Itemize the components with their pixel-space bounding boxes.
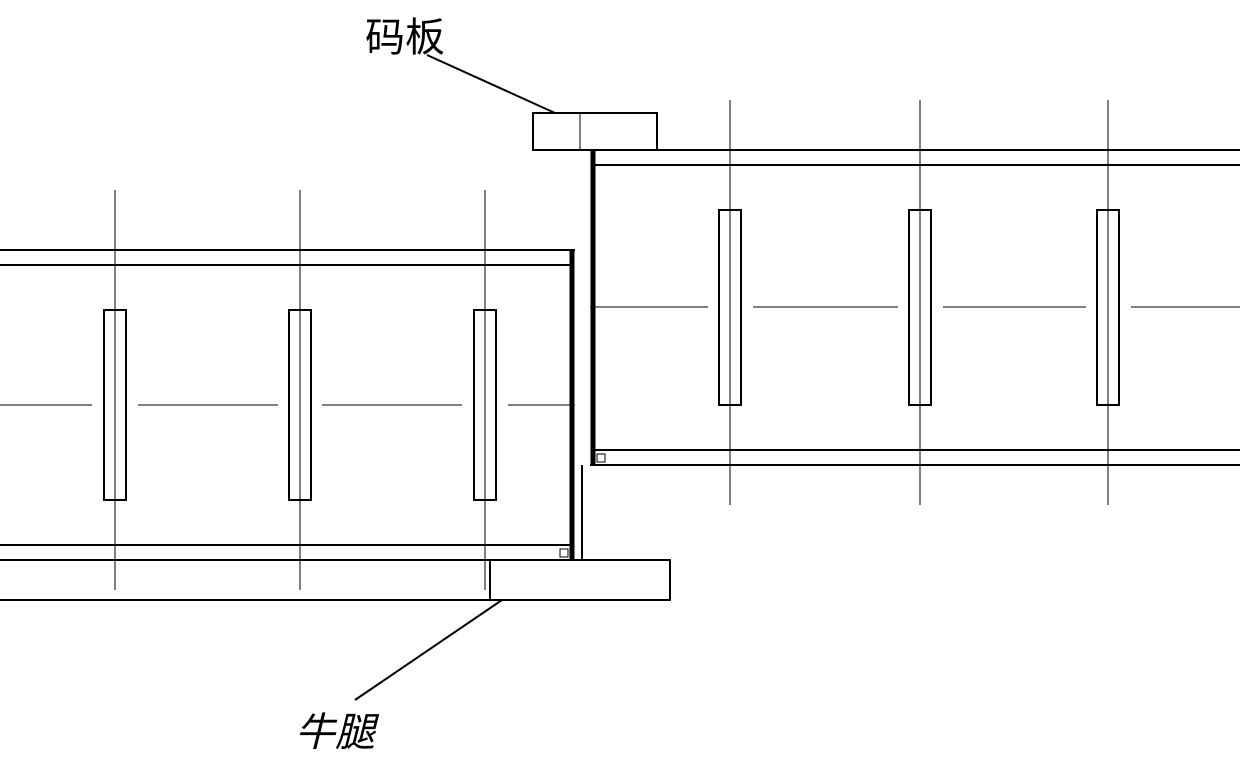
diagram-canvas: 码板 牛腿 (0, 0, 1240, 760)
top-plate-label: 码板 (365, 5, 445, 63)
corbel-label: 牛腿 (295, 700, 375, 758)
engineering-drawing (0, 0, 1240, 760)
